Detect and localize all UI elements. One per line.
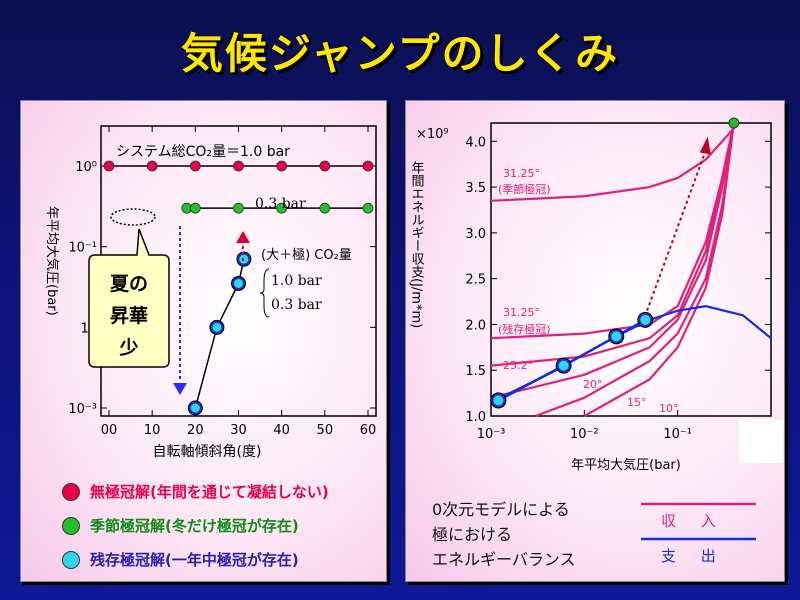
- left-x-axis-label: 自転軸傾斜角(度): [153, 444, 262, 460]
- left-y-tick-label: 10⁻¹: [68, 241, 97, 256]
- right-y-axis-label: 年間エネルギー収支(J/m*m): [409, 161, 425, 328]
- total-co2-annotation: システム総CO₂量＝1.0 bar: [116, 144, 290, 160]
- callout-line-3: 少: [118, 337, 138, 359]
- income-curve: [535, 122, 735, 418]
- left-x-tick-label: 60: [360, 423, 377, 438]
- left-point: [362, 202, 374, 214]
- left-point: [234, 278, 243, 288]
- legend-cyan-dot: [62, 551, 80, 569]
- curve-label-31-residual-text: (残存極冠): [498, 322, 551, 336]
- left-point: [276, 160, 288, 172]
- left-point: [362, 160, 374, 172]
- caption-line-1: 0次元モデルによる: [432, 500, 570, 519]
- right-chart-panel: ×10⁹ 4.0 3.5 3.0 2.5 2.0 1.5 1.0 10⁻³ 10⁻² 10⁻¹ 10…: [405, 100, 785, 582]
- tick-label-backdrop: [739, 419, 783, 463]
- left-series-line: [194, 258, 245, 409]
- down-arrow-head: [173, 383, 187, 395]
- left-point: [103, 160, 115, 172]
- up-arrow-head: [236, 231, 250, 243]
- legend-red-dot: [62, 483, 80, 501]
- right-y-tick-label: 2.0: [465, 318, 486, 333]
- right-x-tick-label: 10⁻³: [477, 427, 506, 442]
- right-x-axis-label: 年平均大気圧(bar): [571, 457, 681, 473]
- right-plot-frame: [490, 122, 772, 417]
- right-y-tick-label: 3.5: [465, 181, 486, 196]
- right-point: [493, 395, 504, 406]
- callout-line-1: 夏の: [110, 273, 148, 295]
- caption-line-3: エネルギーバランス: [432, 550, 576, 569]
- page-title: 気候ジャンプのしくみ: [180, 29, 620, 78]
- callout-ellipse: [110, 208, 156, 226]
- solution-path: [497, 318, 646, 402]
- left-point: [189, 202, 201, 214]
- right-chart: ×10⁹ 4.0 3.5 3.0 2.5 2.0 1.5 1.0 10⁻³ 10⁻² 10⁻¹ 10…: [409, 117, 783, 541]
- left-y-tick-label: 10⁰: [75, 160, 97, 175]
- left-x-tick-label: 20: [187, 423, 204, 438]
- left-point: [276, 202, 288, 214]
- legend-green-dot: [62, 517, 80, 535]
- legend-red-label: 無極冠解(年間を通じて凝結しない): [90, 483, 329, 501]
- left-x-tick-label: 50: [317, 423, 334, 438]
- curve-label-31-residual-deg: 31.25°: [503, 306, 540, 319]
- left-y-axis-label: 年平均大気圧(bar): [44, 206, 60, 316]
- left-point: [319, 202, 331, 214]
- right-point: [558, 360, 569, 371]
- caption-line-2: 極における: [432, 525, 513, 544]
- left-point: [212, 322, 222, 332]
- right-y-tick-label: 2.5: [465, 273, 486, 288]
- bracket-1-label: 1.0 bar: [271, 273, 322, 289]
- left-x-tick-label: 00: [101, 423, 118, 438]
- curve-label-10: 10°: [659, 402, 679, 415]
- right-x-tick-label: 10⁻²: [570, 427, 599, 442]
- curve-label-15: 15°: [627, 396, 647, 409]
- jump-arrow-line: [646, 150, 707, 312]
- left-x-tick-label: 40: [273, 423, 290, 438]
- bracket-brace: [259, 268, 270, 318]
- key-income-label: 収 入: [661, 512, 726, 530]
- income-curve: [490, 122, 740, 202]
- income-curve: [490, 122, 735, 399]
- y-multiplier: ×10⁹: [416, 127, 449, 142]
- right-point: [611, 331, 622, 342]
- left-point: [189, 160, 201, 172]
- bracket-2-label: 0.3 bar: [271, 297, 322, 313]
- right-x-tick-label: 10⁻¹: [663, 427, 692, 442]
- curve-label-31-seasonal-deg: 31.25°: [503, 167, 540, 180]
- bracket-title: (大＋極) CO₂量: [261, 247, 352, 263]
- legend-cyan-label: 残存極冠解(一年中極冠が存在): [90, 551, 299, 569]
- curve-label-20: 20°: [583, 378, 603, 391]
- left-point: [190, 403, 200, 413]
- callout-box: [88, 228, 170, 368]
- right-y-tick-label: 1.5: [465, 364, 486, 379]
- income-curve: [583, 122, 735, 417]
- left-data-points: [103, 160, 374, 416]
- curve-label-31-seasonal-text: (季節極冠): [498, 182, 551, 196]
- jump-arrow-head: [699, 136, 711, 155]
- income-curve: [490, 122, 735, 367]
- right-data-points: [490, 117, 740, 409]
- left-point: [233, 202, 244, 214]
- legend-green-label: 季節極冠解(冬だけ極冠が存在): [90, 517, 299, 535]
- jump-target-point: [728, 117, 740, 129]
- left-x-tick-label: 30: [230, 423, 247, 438]
- key-expense-label: 支 出: [661, 547, 726, 565]
- right-curves: [490, 122, 772, 418]
- right-y-tick-label: 4.0: [465, 135, 486, 150]
- curve-label-25: 25.2°: [503, 359, 533, 372]
- left-x-tick-label: 10: [144, 423, 161, 438]
- left-point: [146, 160, 158, 172]
- right-y-tick-label: 3.0: [465, 227, 486, 242]
- left-point: [233, 160, 244, 172]
- left-y-tick-label: 10⁻³: [68, 402, 97, 417]
- pressure-03-annotation: 0.3 bar: [255, 196, 306, 212]
- right-point: [640, 314, 651, 325]
- callout-line-2: 昇華: [110, 304, 148, 327]
- right-y-tick-label: 1.0: [465, 410, 486, 425]
- left-point: [319, 160, 331, 172]
